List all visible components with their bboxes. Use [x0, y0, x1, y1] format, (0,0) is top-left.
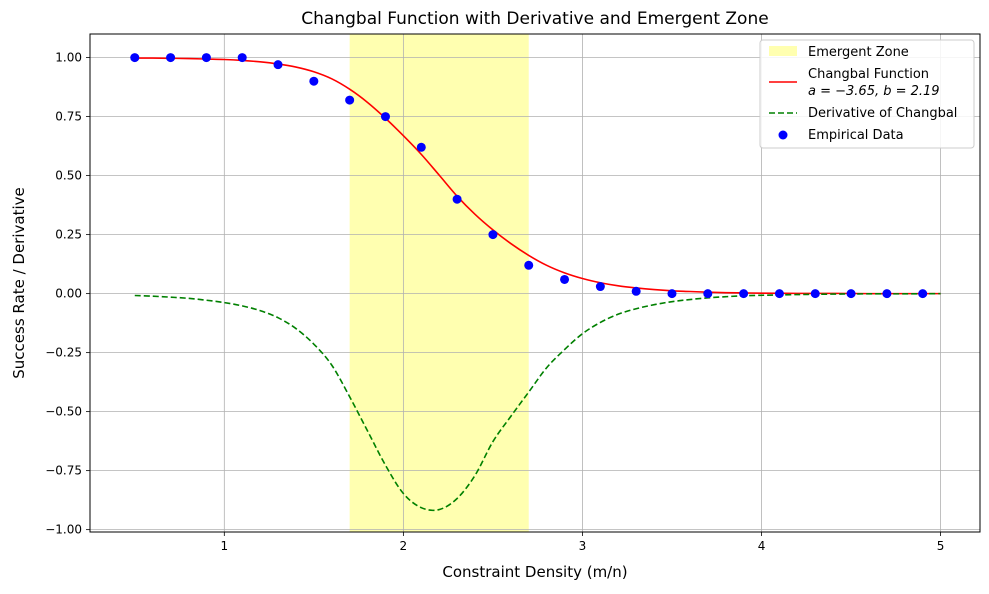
axis-ticks: 1 2 3 4 5 1.00 0.75 0.50 0.25 0.00 −0.25 −0.50 −0.75… — [45, 51, 944, 553]
legend-frame — [759, 39, 975, 149]
empirical-data-point — [882, 289, 892, 299]
empirical-data-point — [237, 53, 247, 63]
plot-frame — [89, 33, 981, 533]
legend-label-derivative: Derivative of Changbal — [808, 106, 957, 121]
legend-marker-empirical — [778, 130, 788, 140]
empirical-data-point — [130, 53, 140, 63]
empirical-data-point — [846, 289, 856, 299]
legend-label-changbal-params: a = −3.65, b = 2.19 — [808, 84, 940, 99]
legend: Emergent Zone Changbal Function a = −3.6… — [759, 39, 975, 149]
y-tick-label: −0.75 — [45, 464, 82, 478]
x-tick-label: 3 — [579, 539, 587, 553]
empirical-data-point — [345, 95, 355, 105]
empirical-data-point — [452, 194, 462, 204]
x-tick-label: 2 — [400, 539, 408, 553]
empirical-data-point — [560, 274, 570, 284]
y-tick-label: −0.25 — [45, 346, 82, 360]
y-tick-label: 0.00 — [55, 287, 82, 301]
empirical-data-point — [774, 289, 784, 299]
legend-label-emergent-zone: Emergent Zone — [808, 45, 909, 60]
empirical-data-point — [166, 53, 176, 63]
empirical-data-point — [380, 112, 390, 122]
empirical-data-point — [595, 282, 605, 292]
y-tick-label: −1.00 — [45, 523, 82, 537]
legend-label-changbal: Changbal Function — [808, 67, 929, 82]
y-tick-label: 0.25 — [55, 228, 82, 242]
empirical-data-point — [631, 286, 641, 296]
series-layer — [130, 53, 941, 512]
empirical-data-point — [309, 76, 319, 86]
empirical-data-point — [739, 289, 749, 299]
changbal-function-line — [134, 57, 941, 295]
empirical-data-point — [273, 60, 283, 70]
empirical-data-point — [488, 230, 498, 240]
legend-swatch-emergent-zone — [769, 46, 797, 56]
x-tick-label: 4 — [758, 539, 766, 553]
chart-title: Changbal Function with Derivative and Em… — [301, 9, 768, 29]
empirical-data-point — [416, 142, 426, 152]
empirical-data-point — [524, 260, 534, 270]
y-tick-label: 1.00 — [55, 51, 82, 65]
empirical-data-point — [810, 289, 820, 299]
empirical-data-point — [201, 53, 211, 63]
derivative-line — [134, 292, 941, 512]
emergent-zone-band — [349, 34, 529, 532]
y-axis-title: Success Rate / Derivative — [10, 187, 28, 378]
empirical-data-point — [667, 289, 677, 299]
legend-label-empirical: Empirical Data — [808, 128, 904, 143]
empirical-data-point — [703, 289, 713, 299]
y-tick-label: 0.75 — [55, 110, 82, 124]
empirical-data-point — [918, 289, 928, 299]
x-tick-label: 1 — [220, 539, 228, 553]
plot-area — [90, 34, 980, 532]
x-tick-label: 5 — [937, 539, 945, 553]
x-axis-title: Constraint Density (m/n) — [442, 563, 627, 581]
y-tick-label: 0.50 — [55, 169, 82, 183]
y-tick-label: −0.50 — [45, 405, 82, 419]
